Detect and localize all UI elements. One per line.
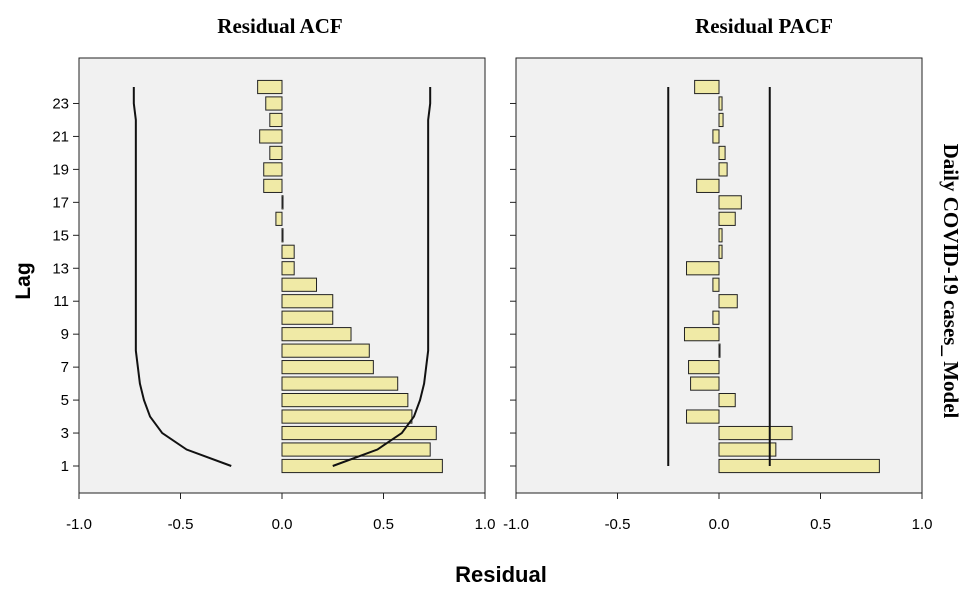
pacf-bar-lag-15 (718, 228, 723, 243)
acf-x-tick-label--1.0: -1.0 (66, 516, 92, 533)
pacf-bar-lag-22 (718, 112, 724, 128)
side-series-label: Daily COVID-19 cases_ Model (939, 144, 963, 419)
acf-bar-lag-4 (281, 409, 413, 424)
acf-lower-confidence-line (132, 87, 232, 467)
pacf-x-tick-label-0.0: 0.0 (709, 516, 730, 533)
acf-bar-lag-1 (281, 458, 443, 474)
acf-bar-lag-15 (281, 228, 284, 243)
acf-x-tick-label-1.0: 1.0 (475, 516, 496, 533)
y-tick-label-13: 13 (52, 260, 69, 277)
acf-bar-lag-19 (263, 162, 283, 177)
acf-bar-lag-5 (281, 392, 409, 408)
acf-bar-lag-22 (269, 112, 283, 128)
x-axis-title: Residual (455, 562, 547, 587)
acf-upper-confidence-line (332, 87, 432, 467)
pacf-bar-lag-17 (718, 195, 742, 210)
acf-bar-lag-23 (265, 96, 283, 111)
y-axis-title: Lag (12, 262, 35, 299)
pacf-bar-lag-6 (690, 376, 720, 391)
pacf-bar-lag-9 (683, 327, 720, 342)
pacf-bar-lag-4 (686, 409, 720, 424)
y-tick-label-5: 5 (61, 392, 69, 409)
acf-bar-lag-21 (259, 129, 283, 144)
y-tick-label-15: 15 (52, 227, 69, 244)
pacf-bar-lag-24 (694, 79, 720, 95)
pacf-bar-lag-14 (718, 244, 723, 259)
y-tick-label-19: 19 (52, 161, 69, 178)
pacf-bar-lag-12 (712, 277, 720, 292)
pacf-bar-lag-3 (718, 425, 793, 441)
acf-bar-lag-10 (281, 310, 334, 325)
acf-bar-lag-24 (257, 79, 283, 95)
acf-bar-lag-14 (281, 244, 295, 259)
y-tick-label-23: 23 (52, 95, 69, 112)
pacf-bar-lag-19 (718, 162, 728, 177)
acf-bar-lag-17 (281, 195, 284, 210)
acf-panel-title: Residual ACF (217, 14, 342, 38)
acf-bar-lag-20 (269, 145, 283, 161)
acf-bar-lag-2 (281, 442, 431, 457)
y-tick-label-21: 21 (52, 128, 69, 145)
acf-x-tick-label-0.0: 0.0 (272, 516, 293, 533)
acf-bar-lag-7 (281, 360, 374, 375)
pacf-bar-lag-20 (718, 145, 726, 161)
acf-bar-lag-11 (281, 294, 334, 309)
pacf-bar-lag-2 (718, 442, 777, 457)
acf-bar-lag-18 (263, 178, 283, 193)
pacf-x-tick-label--1.0: -1.0 (503, 516, 529, 533)
pacf-bar-lag-11 (718, 294, 738, 309)
y-tick-label-1: 1 (61, 458, 69, 475)
acf-bar-lag-8 (281, 343, 370, 358)
pacf-bar-lag-23 (718, 96, 723, 111)
acf-bar-lag-3 (281, 425, 437, 441)
y-tick-label-17: 17 (52, 194, 69, 211)
pacf-bar-lag-18 (696, 178, 720, 193)
pacf-bar-lag-16 (718, 211, 736, 226)
pacf-bar-lag-1 (718, 458, 880, 474)
acf-bar-lag-16 (275, 211, 283, 226)
acf-x-tick-label-0.5: 0.5 (373, 516, 394, 533)
y-tick-label-11: 11 (53, 293, 69, 310)
acf-bar-lag-13 (281, 261, 295, 276)
acf-x-tick-label--0.5: -0.5 (168, 516, 194, 533)
y-tick-label-3: 3 (61, 425, 69, 442)
acf-bar-lag-6 (281, 376, 399, 391)
y-tick-label-7: 7 (61, 359, 69, 376)
pacf-bar-lag-8 (718, 343, 721, 358)
pacf-bar-lag-13 (686, 261, 720, 276)
pacf-bar-lag-21 (712, 129, 720, 144)
pacf-bar-lag-7 (688, 360, 720, 375)
pacf-bar-lag-10 (712, 310, 720, 325)
pacf-x-tick-label-0.5: 0.5 (810, 516, 831, 533)
acf-bar-lag-9 (281, 327, 352, 342)
acf-bar-lag-12 (281, 277, 318, 292)
pacf-x-tick-label--0.5: -0.5 (605, 516, 631, 533)
pacf-bar-lag-5 (718, 392, 736, 408)
y-tick-label-9: 9 (61, 326, 69, 343)
pacf-panel-title: Residual PACF (695, 14, 833, 38)
pacf-x-tick-label-1.0: 1.0 (912, 516, 933, 533)
